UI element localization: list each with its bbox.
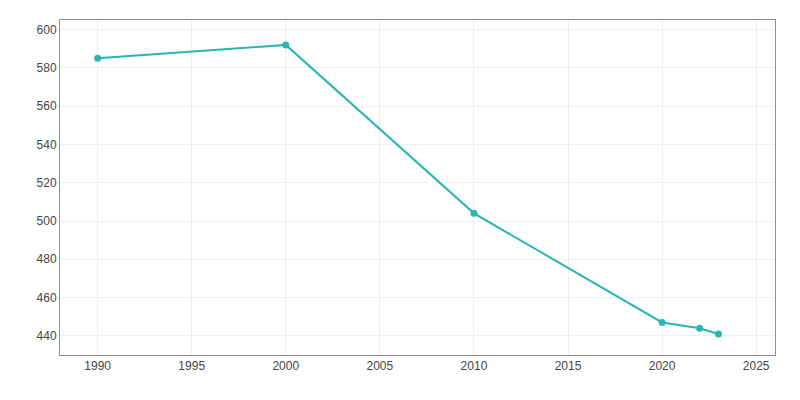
svg-text:2005: 2005 xyxy=(367,359,394,373)
svg-text:2025: 2025 xyxy=(743,359,770,373)
svg-text:1990: 1990 xyxy=(84,359,111,373)
svg-text:540: 540 xyxy=(37,138,57,152)
svg-text:460: 460 xyxy=(37,291,57,305)
svg-text:520: 520 xyxy=(37,176,57,190)
svg-text:1995: 1995 xyxy=(178,359,205,373)
svg-text:2020: 2020 xyxy=(649,359,676,373)
svg-text:2010: 2010 xyxy=(461,359,488,373)
svg-text:600: 600 xyxy=(37,23,57,37)
svg-text:2015: 2015 xyxy=(555,359,582,373)
svg-text:580: 580 xyxy=(37,61,57,75)
svg-text:500: 500 xyxy=(37,214,57,228)
svg-text:440: 440 xyxy=(37,329,57,343)
svg-text:2000: 2000 xyxy=(272,359,299,373)
svg-text:480: 480 xyxy=(37,252,57,266)
svg-text:560: 560 xyxy=(37,99,57,113)
